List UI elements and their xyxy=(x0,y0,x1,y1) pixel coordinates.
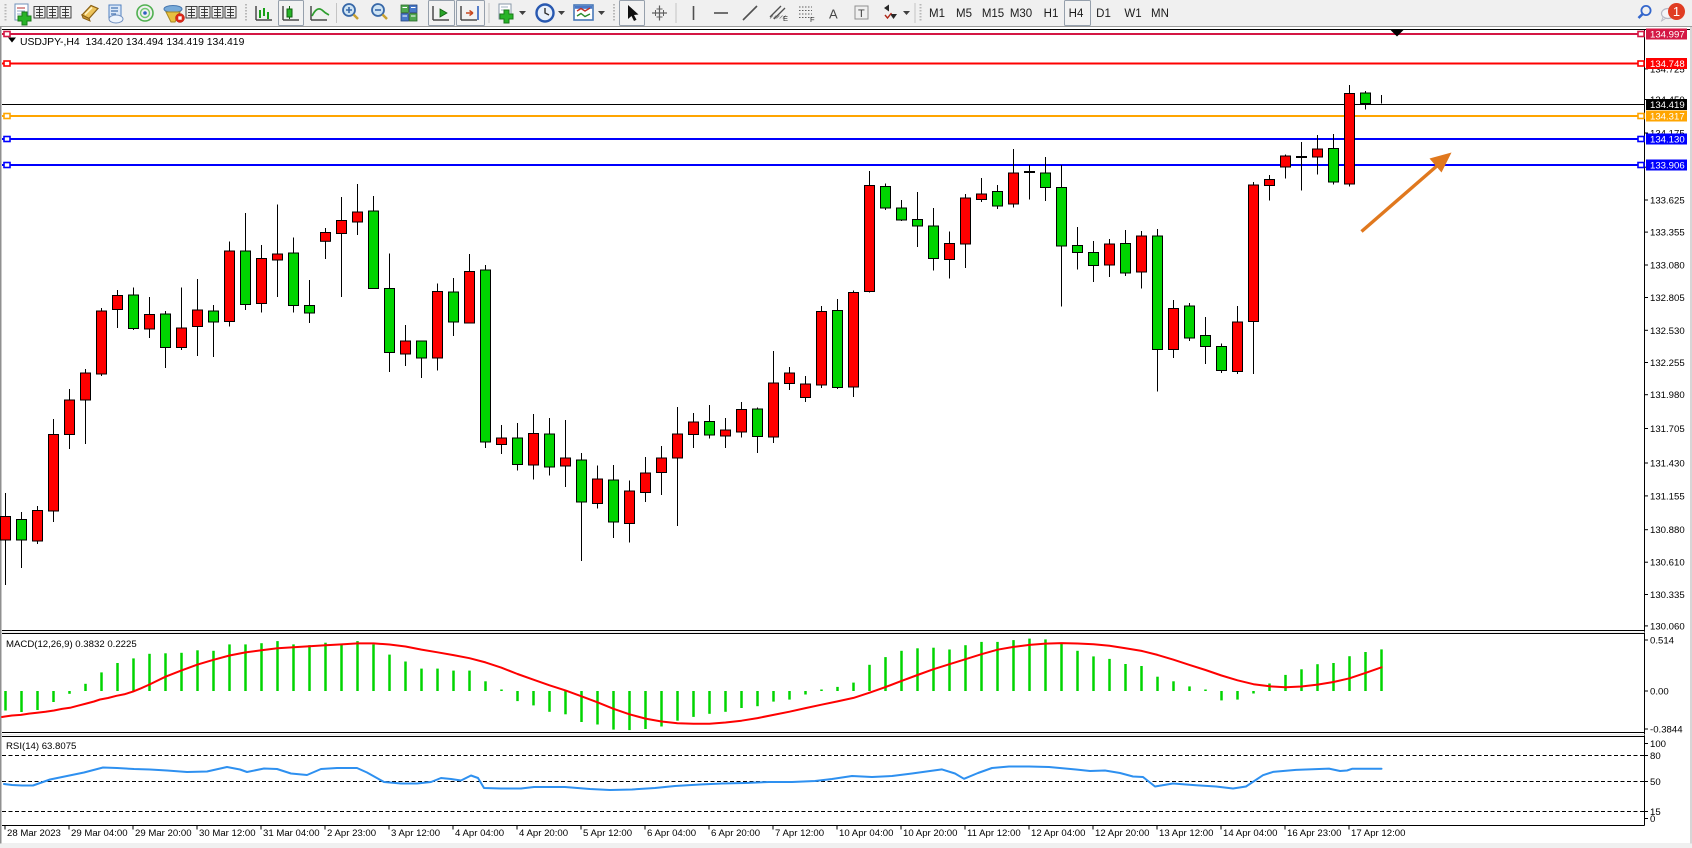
svg-text:0.514: 0.514 xyxy=(1650,636,1675,647)
svg-text:17 Apr 12:00: 17 Apr 12:00 xyxy=(1351,828,1405,839)
svg-text:29 Mar 04:00: 29 Mar 04:00 xyxy=(71,828,128,839)
svg-text:0.00: 0.00 xyxy=(1650,687,1669,698)
svg-text:E: E xyxy=(783,14,788,23)
svg-text:7 Apr 12:00: 7 Apr 12:00 xyxy=(775,828,824,839)
svg-text:D1: D1 xyxy=(1096,8,1111,20)
svg-text:6 Apr 04:00: 6 Apr 04:00 xyxy=(647,828,696,839)
svg-text:130.335: 130.335 xyxy=(1650,590,1685,601)
svg-text:M30: M30 xyxy=(1010,8,1032,20)
svg-text:131.155: 131.155 xyxy=(1650,491,1685,502)
svg-text:3 Apr 12:00: 3 Apr 12:00 xyxy=(391,828,440,839)
svg-text:2 Apr 23:00: 2 Apr 23:00 xyxy=(327,828,376,839)
svg-text:RSI(14) 63.8075: RSI(14) 63.8075 xyxy=(6,741,76,752)
svg-text:130.880: 130.880 xyxy=(1650,525,1685,536)
svg-text:133.906: 133.906 xyxy=(1650,160,1685,171)
svg-text:16 Apr 23:00: 16 Apr 23:00 xyxy=(1287,828,1341,839)
svg-text:M5: M5 xyxy=(956,8,972,20)
svg-text:M1: M1 xyxy=(929,8,945,20)
svg-text:28 Mar 2023: 28 Mar 2023 xyxy=(7,828,61,839)
svg-text:5 Apr 12:00: 5 Apr 12:00 xyxy=(583,828,632,839)
svg-text:W1: W1 xyxy=(1124,8,1141,20)
svg-text:134.748: 134.748 xyxy=(1650,59,1685,70)
svg-text:134.130: 134.130 xyxy=(1650,134,1685,145)
svg-text:4 Apr 04:00: 4 Apr 04:00 xyxy=(455,828,504,839)
svg-text:133.625: 133.625 xyxy=(1650,196,1685,207)
svg-text:134.725: 134.725 xyxy=(1650,64,1685,75)
svg-text:1: 1 xyxy=(1673,4,1680,19)
svg-text:29 Mar 20:00: 29 Mar 20:00 xyxy=(135,828,192,839)
svg-text:12 Apr 20:00: 12 Apr 20:00 xyxy=(1095,828,1149,839)
svg-text:13 Apr 12:00: 13 Apr 12:00 xyxy=(1159,828,1213,839)
svg-text:130.060: 130.060 xyxy=(1650,621,1685,632)
svg-text:T: T xyxy=(858,8,865,20)
svg-text:-0.3844: -0.3844 xyxy=(1650,725,1683,736)
svg-text:4 Apr 20:00: 4 Apr 20:00 xyxy=(519,828,568,839)
svg-text:6 Apr 20:00: 6 Apr 20:00 xyxy=(711,828,760,839)
svg-text:12 Apr 04:00: 12 Apr 04:00 xyxy=(1031,828,1085,839)
svg-text:133.080: 133.080 xyxy=(1650,261,1685,272)
svg-text:131.430: 131.430 xyxy=(1650,459,1685,470)
svg-text:132.530: 132.530 xyxy=(1650,326,1685,337)
svg-text:134.997: 134.997 xyxy=(1650,29,1685,40)
svg-text:F: F xyxy=(810,15,815,24)
svg-text:MACD(12,26,9) 0.3832 0.2225: MACD(12,26,9) 0.3832 0.2225 xyxy=(6,639,137,650)
svg-text:50: 50 xyxy=(1650,777,1661,788)
svg-text:131.980: 131.980 xyxy=(1650,390,1685,401)
svg-text:H4: H4 xyxy=(1069,8,1084,20)
svg-text:M15: M15 xyxy=(982,8,1004,20)
svg-text:100: 100 xyxy=(1650,739,1666,750)
svg-text:11 Apr 12:00: 11 Apr 12:00 xyxy=(967,828,1021,839)
svg-text:134.419: 134.419 xyxy=(1650,100,1685,111)
svg-text:15: 15 xyxy=(1650,807,1661,818)
svg-text:133.355: 133.355 xyxy=(1650,228,1685,239)
svg-text:USDJPY-,H4 134.420 134.494 13: USDJPY-,H4 134.420 134.494 134.419 134.4… xyxy=(20,37,245,48)
svg-text:H1: H1 xyxy=(1044,8,1059,20)
svg-text:0: 0 xyxy=(1650,814,1655,825)
svg-text:10 Apr 04:00: 10 Apr 04:00 xyxy=(839,828,893,839)
svg-text:14 Apr 04:00: 14 Apr 04:00 xyxy=(1223,828,1277,839)
svg-text:10 Apr 20:00: 10 Apr 20:00 xyxy=(903,828,957,839)
svg-text:31 Mar 04:00: 31 Mar 04:00 xyxy=(263,828,320,839)
svg-text:30 Mar 12:00: 30 Mar 12:00 xyxy=(199,828,256,839)
svg-text:134.317: 134.317 xyxy=(1650,111,1685,122)
svg-text:132.805: 132.805 xyxy=(1650,293,1685,304)
svg-text:132.255: 132.255 xyxy=(1650,358,1685,369)
svg-text:MN: MN xyxy=(1151,8,1169,20)
svg-text:A: A xyxy=(829,7,838,22)
svg-text:130.610: 130.610 xyxy=(1650,558,1685,569)
svg-text:131.705: 131.705 xyxy=(1650,424,1685,435)
svg-text:80: 80 xyxy=(1650,751,1661,762)
